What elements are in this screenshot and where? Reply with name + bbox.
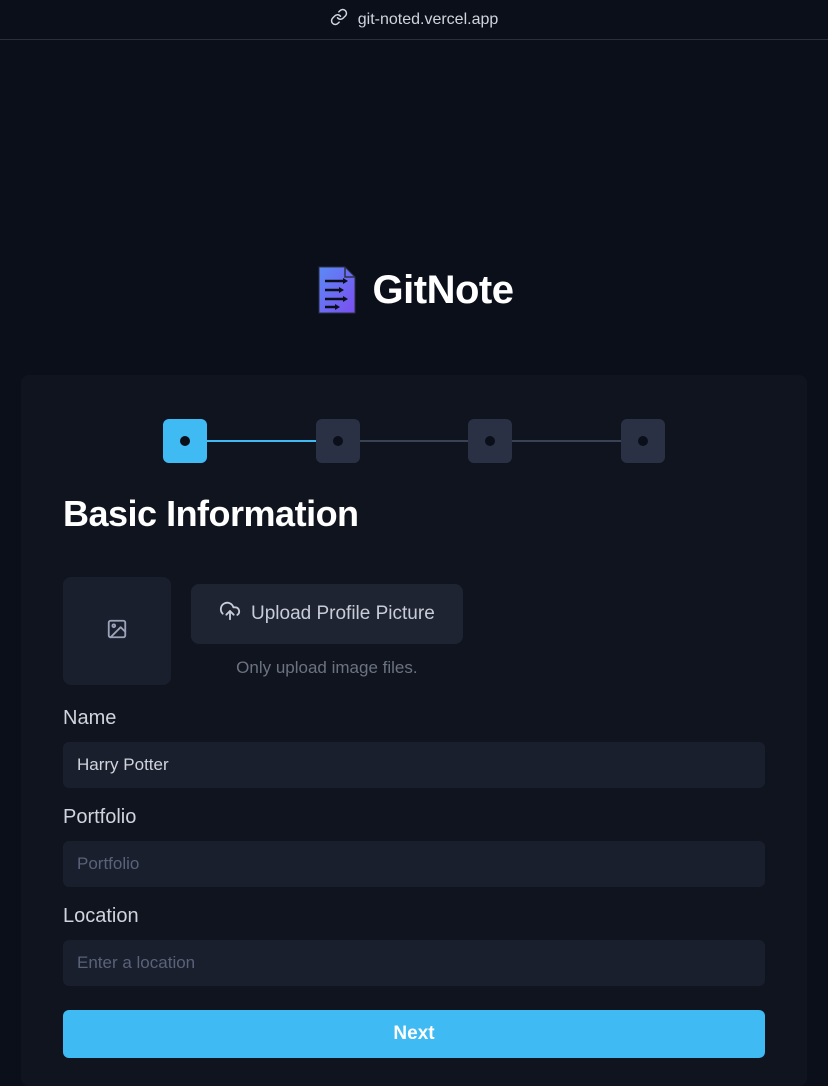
form-card: Basic Information <box>21 375 807 1086</box>
logo-text: GitNote <box>373 268 514 313</box>
stepper <box>63 419 765 463</box>
step-line <box>360 440 469 442</box>
location-label: Location <box>63 905 765 928</box>
name-input[interactable] <box>63 742 765 788</box>
name-label: Name <box>63 707 765 730</box>
content-wrapper: GitNote Basic Information <box>0 40 828 1086</box>
upload-button-label: Upload Profile Picture <box>251 603 435 625</box>
form-group-location: Location <box>63 905 765 986</box>
form-group-portfolio: Portfolio <box>63 806 765 887</box>
step-1[interactable] <box>163 419 207 463</box>
cloud-upload-icon <box>219 600 241 628</box>
portfolio-label: Portfolio <box>63 806 765 829</box>
upload-button[interactable]: Upload Profile Picture <box>191 584 463 644</box>
upload-hint: Only upload image files. <box>191 658 463 678</box>
step-2[interactable] <box>316 419 360 463</box>
url-text: git-noted.vercel.app <box>358 11 499 29</box>
form-group-name: Name <box>63 707 765 788</box>
section-title: Basic Information <box>63 493 765 535</box>
upload-row: Upload Profile Picture Only upload image… <box>63 577 765 685</box>
location-input[interactable] <box>63 940 765 986</box>
image-icon <box>106 618 128 645</box>
upload-column: Upload Profile Picture Only upload image… <box>191 584 463 678</box>
step-4[interactable] <box>621 419 665 463</box>
logo: GitNote <box>315 265 514 315</box>
logo-icon <box>315 265 359 315</box>
step-line <box>512 440 621 442</box>
portfolio-input[interactable] <box>63 841 765 887</box>
step-line <box>207 440 316 442</box>
step-3[interactable] <box>468 419 512 463</box>
avatar-placeholder[interactable] <box>63 577 171 685</box>
url-bar: git-noted.vercel.app <box>0 0 828 40</box>
next-button[interactable]: Next <box>63 1010 765 1058</box>
link-icon <box>330 8 348 31</box>
